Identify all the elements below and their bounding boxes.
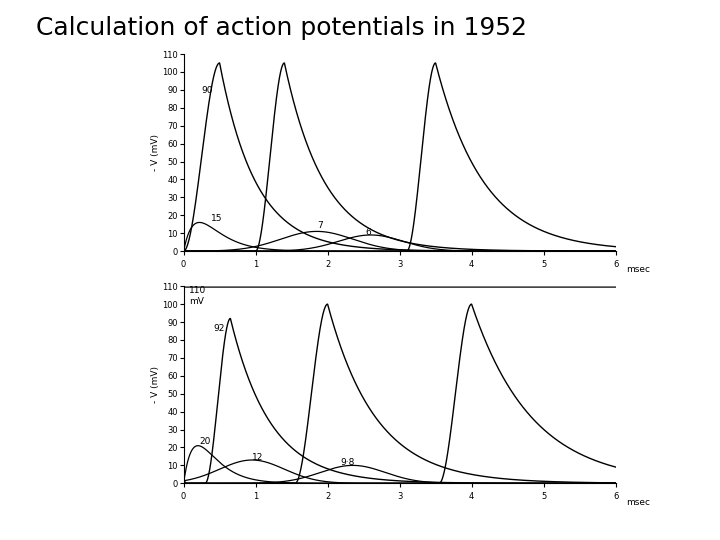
Text: mV: mV [189, 297, 204, 306]
Y-axis label: - V (mV): - V (mV) [150, 134, 160, 171]
Text: 6: 6 [365, 228, 371, 237]
Text: msec: msec [626, 266, 650, 274]
Text: 7: 7 [317, 221, 323, 230]
Text: 15: 15 [211, 214, 222, 222]
Text: Calculation of action potentials in 1952: Calculation of action potentials in 1952 [36, 16, 527, 40]
Text: 92: 92 [214, 324, 225, 333]
Text: 9·8: 9·8 [341, 458, 355, 468]
Text: msec: msec [626, 498, 650, 507]
Text: 20: 20 [199, 437, 211, 446]
Text: 90: 90 [202, 86, 213, 96]
Text: 12: 12 [252, 453, 264, 462]
Y-axis label: - V (mV): - V (mV) [150, 366, 160, 403]
Text: 110: 110 [189, 286, 207, 295]
